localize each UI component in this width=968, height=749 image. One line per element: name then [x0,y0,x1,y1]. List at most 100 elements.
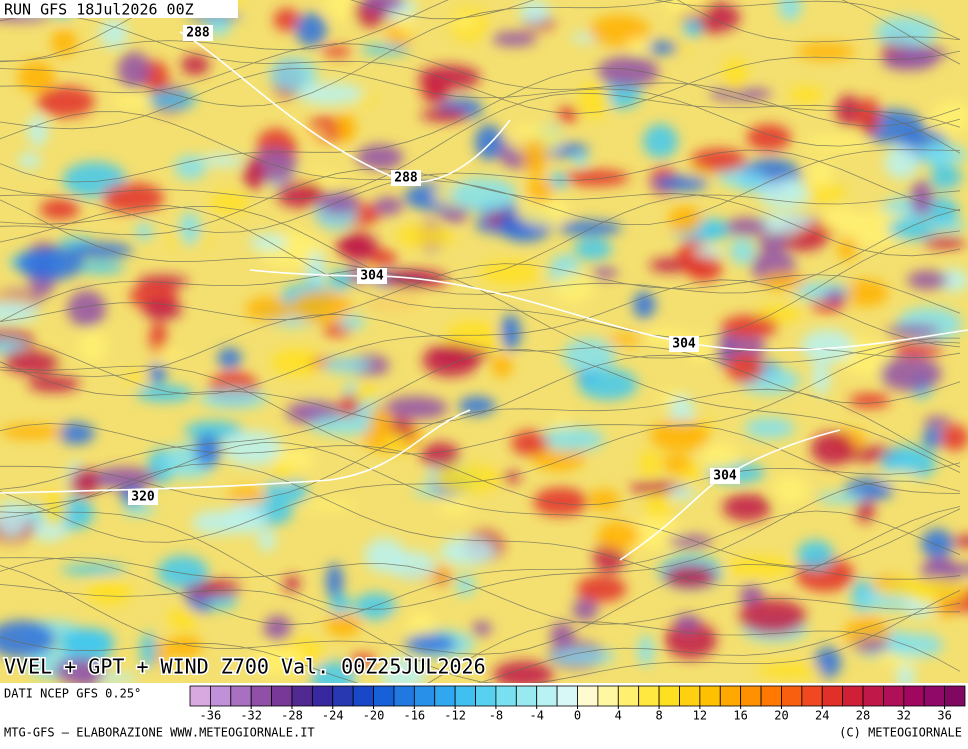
contour-labels: 288 288 304 304 304 320 [128,25,740,505]
shade-blob [571,153,589,166]
shade-blob [597,521,641,551]
shade-blob [373,196,403,216]
shade-blob [884,145,919,179]
shade-blob [99,19,128,49]
shade-blob [27,375,80,393]
contour [179,31,511,183]
colorbar-tick-label: -36 [200,709,222,723]
contour-label-bg [710,468,740,484]
shade-blob [472,621,492,636]
shade-blob [772,475,809,505]
shade-blob [632,291,656,319]
streamline [0,463,961,587]
shade-blob [154,346,180,358]
shade-blob [51,29,78,57]
shade-blob [180,54,210,76]
shade-blob [662,454,692,473]
color-box [597,685,619,707]
shade-blob [810,432,855,466]
shade-blob [723,57,748,92]
colorbar-tick-label: 36 [937,709,951,723]
shade-blob [178,211,202,246]
shade-blob [533,487,588,517]
color-box [617,685,640,707]
shade-blob [511,430,548,456]
shade-blob [307,250,325,286]
run-label: RUN GFS 18Jul2026 00Z [4,1,194,19]
streamline [0,425,961,543]
shade-blob [338,315,366,330]
shade-blob [879,471,919,486]
shade-blob [491,354,513,378]
colorbar-tick-label: 28 [856,709,870,723]
shade-blob [606,334,644,345]
shade-blob [681,18,703,38]
contour-label-bg [391,170,421,186]
contour-label: 288 [186,26,210,41]
color-box [495,685,517,707]
color-box [209,685,232,707]
shade-blob [837,237,857,261]
color-box [658,685,680,707]
shade-blob [909,180,934,216]
color-box [781,685,803,707]
shade-blob [290,291,352,323]
shade-blob [27,115,48,147]
color-box [556,685,578,707]
shade-blob [647,40,679,55]
shade-blob [756,663,823,679]
shade-blob [16,245,84,281]
color-box [821,685,844,707]
streamline [0,67,961,183]
contour [0,409,471,494]
shade-blob [438,497,471,515]
shade-blob [329,594,352,615]
colorbar-tick-label: 24 [815,709,829,723]
shade-blob [930,165,963,191]
contour-label: 304 [672,337,696,352]
shade-blob [217,347,242,369]
credit-left: MTG-GFS – ELABORAZIONE WWW.METEOGIORNALE… [4,726,315,740]
map-title: VVEL + GPT + WIND Z700 Val. 00Z25JUL2026 [4,655,486,679]
streamline [0,337,960,425]
shade-blob [369,404,391,439]
shade-blob [519,0,551,25]
shade-blob [758,180,810,209]
shade-blob [0,620,55,658]
shade-blob [420,108,468,122]
contour-label: 304 [360,269,384,284]
color-box [740,685,762,707]
streamline [350,0,535,20]
shade-blob [881,50,937,71]
shade-blob [227,487,266,505]
contour-label: 288 [394,171,418,186]
shade-blob [350,653,377,667]
shade-blob [923,416,952,427]
colorbar-tick-label: -28 [281,709,303,723]
color-box [250,685,272,707]
streamline [0,584,961,685]
contour-label-bg [128,489,158,505]
colorbar-tick-label: -32 [240,709,262,723]
shade-blob [77,328,108,364]
streamline [0,190,961,280]
shade-blob [353,382,378,403]
color-box [189,685,211,707]
color-box [434,685,456,707]
contour [249,269,968,352]
shade-blob [75,261,125,274]
shade-blob [936,268,968,292]
shade-blob [760,271,807,290]
shade-blob [729,237,755,265]
colorbar-tick-label: -16 [403,709,425,723]
shade-blob [907,270,949,290]
shade-blob [194,433,221,467]
height-contours [0,31,968,561]
colorbar-tick-label: -24 [322,709,344,723]
shade-blob [854,639,891,652]
shade-blob [591,267,619,279]
shade-blob [135,385,194,402]
streamline [0,556,961,625]
shade-blob [808,158,834,188]
